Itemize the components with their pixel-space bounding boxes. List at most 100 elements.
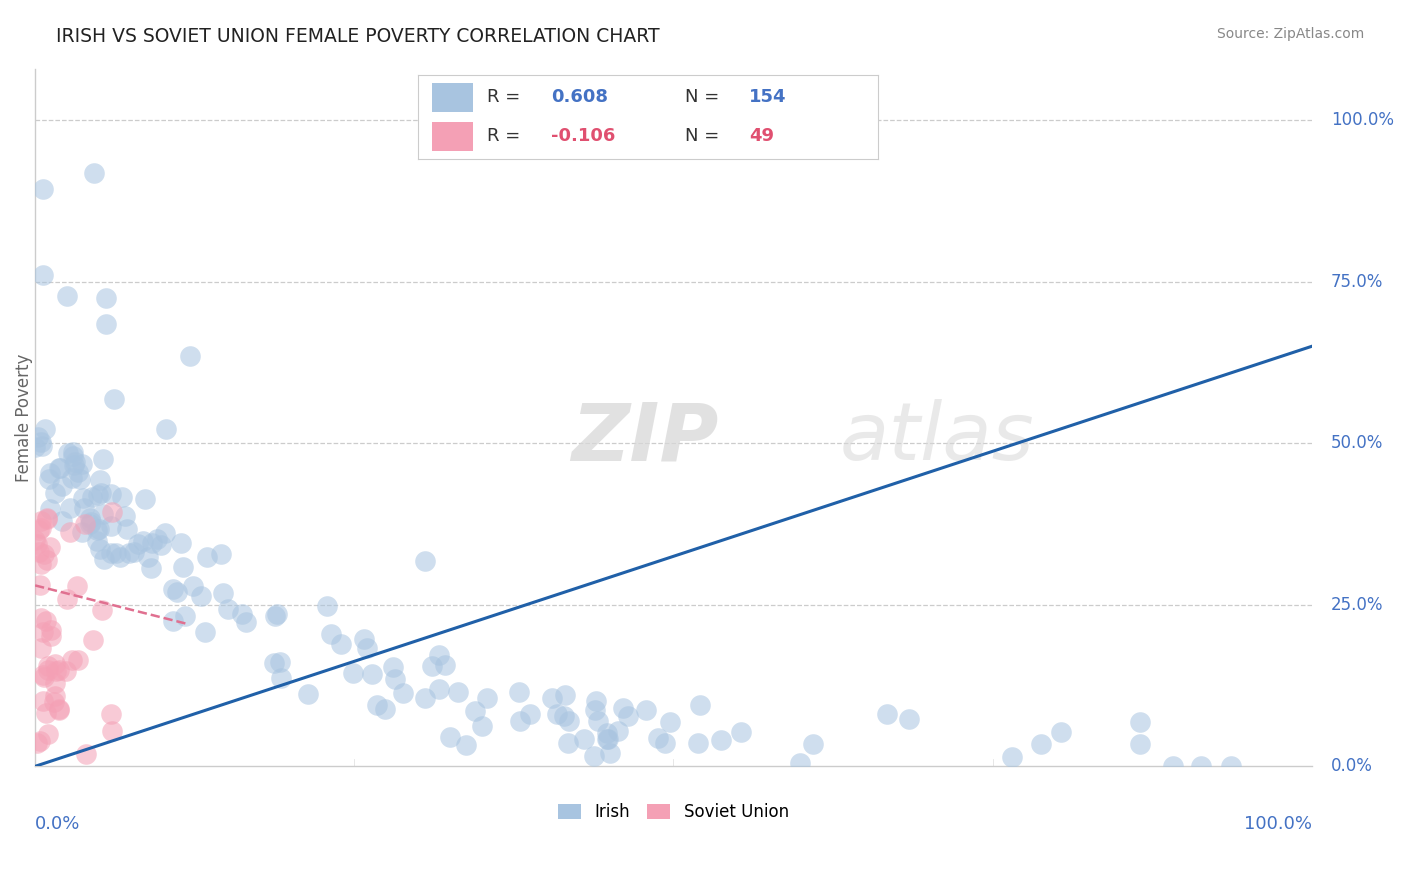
Point [366, 698, 388, 712]
Point [62, 445, 84, 459]
Point [69, 473, 91, 487]
Point [353, 632, 375, 646]
Point [110, 550, 132, 565]
Text: IRISH VS SOVIET UNION FEMALE POVERTY CORRELATION CHART: IRISH VS SOVIET UNION FEMALE POVERTY COR… [56, 27, 659, 45]
Point [212, 586, 235, 600]
Point [427, 681, 450, 696]
Point [48, 663, 70, 677]
Point [179, 349, 201, 363]
Point [24, 440, 46, 454]
Point [87, 522, 110, 536]
Point [170, 536, 193, 550]
Point [111, 490, 134, 504]
Point [39, 502, 62, 516]
Point [508, 685, 530, 699]
Point [415, 691, 437, 706]
Text: Source: ZipAtlas.com: Source: ZipAtlas.com [1216, 27, 1364, 41]
Point [39, 629, 62, 643]
Point [115, 523, 138, 537]
Point [91, 451, 114, 466]
Point [155, 422, 177, 436]
Point [413, 554, 436, 568]
Point [1191, 759, 1213, 773]
Point [51, 514, 73, 528]
Text: atlas: atlas [839, 400, 1033, 477]
Point [647, 731, 669, 745]
Point [612, 701, 634, 715]
Point [48, 703, 70, 717]
Point [24, 533, 46, 548]
Point [32, 625, 55, 640]
Point [118, 545, 141, 559]
Point [55, 665, 77, 679]
Point [73, 500, 96, 515]
Point [586, 714, 609, 729]
Point [28, 523, 51, 537]
Point [30, 521, 52, 535]
Point [471, 719, 494, 733]
Point [37, 659, 59, 673]
Point [321, 626, 343, 640]
Point [270, 671, 292, 685]
Point [51, 479, 73, 493]
Point [427, 648, 450, 663]
Point [688, 736, 710, 750]
Point [596, 731, 619, 746]
Point [80, 490, 103, 504]
Point [72, 524, 94, 539]
Point [103, 392, 125, 406]
Point [38, 472, 60, 486]
Point [28, 545, 51, 559]
Point [190, 589, 212, 603]
Point [44, 690, 66, 704]
Point [28, 578, 51, 592]
Point [79, 517, 101, 532]
Point [263, 657, 285, 671]
Point [439, 730, 461, 744]
Point [100, 505, 122, 519]
Point [596, 731, 619, 746]
Point [82, 633, 104, 648]
Point [546, 706, 568, 721]
Y-axis label: Female Poverty: Female Poverty [15, 353, 32, 482]
Point [86, 524, 108, 538]
Point [433, 657, 456, 672]
Point [141, 560, 163, 574]
Point [235, 615, 257, 629]
Point [422, 659, 444, 673]
Point [540, 690, 562, 705]
Point [558, 714, 581, 729]
Point [583, 703, 606, 717]
Point [45, 665, 67, 679]
Point [37, 512, 59, 526]
Point [634, 703, 657, 717]
Point [37, 727, 59, 741]
Point [48, 701, 70, 715]
Point [141, 535, 163, 549]
Point [32, 547, 55, 561]
Point [582, 748, 605, 763]
Point [356, 640, 378, 655]
Point [557, 736, 579, 750]
Point [37, 663, 59, 677]
Point [266, 607, 288, 621]
Point [100, 519, 122, 533]
Point [134, 491, 156, 506]
Point [658, 715, 681, 730]
Point [35, 511, 58, 525]
Point [475, 691, 498, 706]
Point [62, 653, 84, 667]
Point [136, 549, 159, 564]
Point [56, 446, 79, 460]
Point [1163, 759, 1185, 773]
Point [689, 698, 711, 712]
Point [181, 579, 204, 593]
Point [39, 624, 62, 638]
Point [554, 689, 576, 703]
Point [132, 533, 155, 548]
Point [100, 706, 122, 721]
Text: 100.0%: 100.0% [1244, 815, 1312, 833]
Point [66, 579, 89, 593]
Point [730, 724, 752, 739]
Point [32, 668, 55, 682]
